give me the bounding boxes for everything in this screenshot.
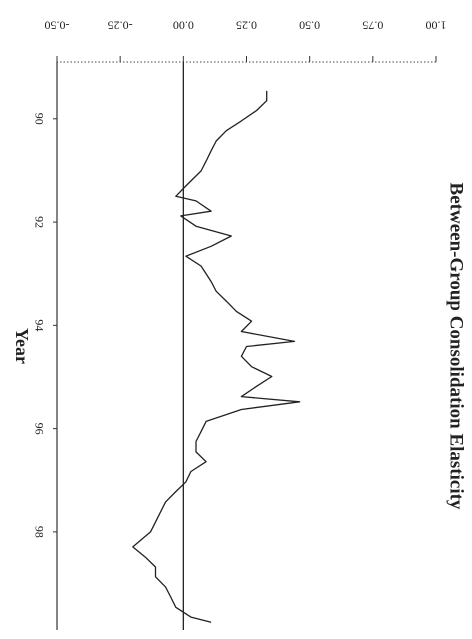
y-tick-label: 0.00 (173, 18, 194, 32)
x-axis-label: Year (12, 328, 32, 364)
x-tick-label: 98 (32, 526, 46, 538)
data-line (132, 90, 301, 623)
x-tick-label: 92 (32, 216, 46, 228)
y-tick-label: -0.50 (45, 18, 70, 32)
y-tick-label: 0.25 (236, 18, 257, 32)
chart-title: Between-Group Consolidation Elasticity (446, 183, 467, 510)
y-tick-label: 0.75 (362, 18, 383, 32)
y-tick-label: -0.25 (108, 18, 133, 32)
rotated-chart: Between-Group Consolidation Elasticity Y… (12, 18, 467, 630)
x-tick-label: 94 (32, 319, 46, 331)
y-tick-label: 1.00 (426, 18, 447, 32)
x-tick-label: 90 (32, 113, 46, 125)
x-tick-label: 96 (32, 423, 46, 435)
y-tick-label: 0.50 (299, 18, 320, 32)
